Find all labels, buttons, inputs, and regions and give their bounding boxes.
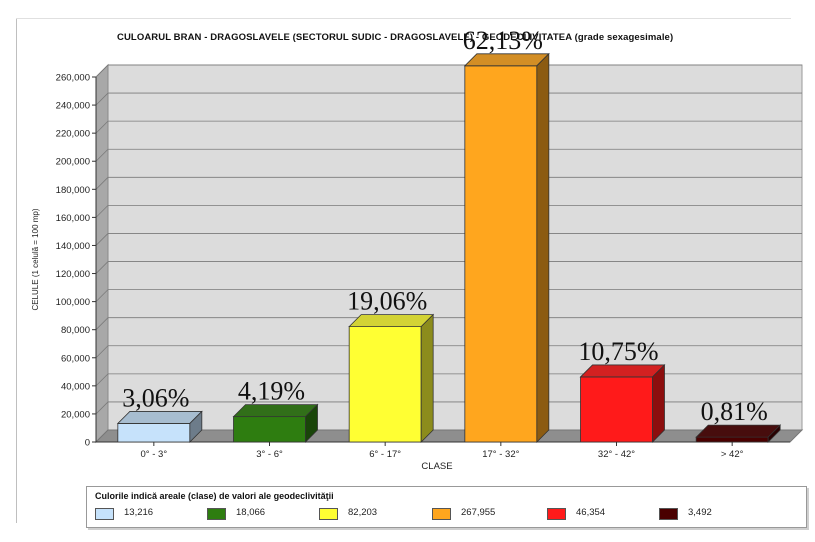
gridline-side xyxy=(95,317,109,330)
y-tick-label: 180,000 xyxy=(56,185,90,196)
legend-swatch xyxy=(319,508,338,520)
legend-value: 18,066 xyxy=(236,507,266,518)
x-tick-label: 32° - 42° xyxy=(598,449,635,460)
x-tick-label: 0° - 3° xyxy=(141,449,168,460)
legend-swatch xyxy=(547,508,566,520)
gridline-side xyxy=(95,289,109,302)
legend-swatch xyxy=(432,508,451,520)
frame-border-left xyxy=(16,18,17,523)
y-tick-label: 240,000 xyxy=(56,101,90,112)
bar-percent-label: 0,81% xyxy=(701,397,768,426)
bar-top xyxy=(463,53,550,67)
bar-percent-label: 10,75% xyxy=(578,337,658,366)
bar-percent-label: 3,06% xyxy=(122,383,189,412)
y-tick-label: 80,000 xyxy=(61,325,90,336)
bar-top xyxy=(695,424,782,438)
chart-back-wall xyxy=(107,64,803,431)
gridline-side xyxy=(95,345,109,359)
x-tick-label: 3° - 6° xyxy=(256,449,283,460)
y-tick-label: 200,000 xyxy=(56,157,90,168)
legend-value: 82,203 xyxy=(348,507,378,518)
legend-swatch xyxy=(207,508,226,520)
y-tick-label: 60,000 xyxy=(61,353,90,364)
legend: Culorile indică areale (clase) de valori… xyxy=(86,486,807,528)
y-tick-label: 40,000 xyxy=(61,381,90,392)
gridline-side xyxy=(95,177,109,190)
bar-chart: 0 20,000 40,000 60,000 80,000 100,000 120,000 1… xyxy=(31,26,804,472)
y-tick-label: 100,000 xyxy=(56,297,90,308)
bar-top xyxy=(348,314,435,327)
gridline-side xyxy=(95,120,109,134)
bar xyxy=(580,376,653,443)
gridline-side xyxy=(95,92,109,106)
y-axis-label: CELULE (1 celulă = 100 mp) xyxy=(31,208,40,310)
bar xyxy=(233,416,306,443)
bar-side xyxy=(305,403,318,443)
bar-percent-label: 4,19% xyxy=(238,377,305,406)
bar-side xyxy=(652,363,665,443)
bar xyxy=(348,326,422,443)
y-tick-label: 20,000 xyxy=(61,409,90,420)
bar xyxy=(464,65,538,443)
y-tick-label: 0 xyxy=(85,438,90,449)
bar-percent-label: 62,13% xyxy=(463,26,543,55)
bar-top xyxy=(116,411,203,424)
y-tick-label: 140,000 xyxy=(56,241,90,252)
legend-value: 13,216 xyxy=(124,507,154,518)
gridline-side xyxy=(95,205,109,218)
gridline-side xyxy=(95,64,109,78)
gridline-side xyxy=(95,233,109,246)
y-tick-label: 120,000 xyxy=(56,269,90,280)
bar-side xyxy=(189,410,203,443)
bar-top xyxy=(579,364,666,378)
y-tick-label: 160,000 xyxy=(56,213,90,224)
legend-value: 267,955 xyxy=(461,507,496,518)
gridline-side xyxy=(95,401,109,415)
legend-value: 46,354 xyxy=(576,507,606,518)
chart-side-wall xyxy=(95,63,109,444)
x-axis-label: CLASE xyxy=(421,461,452,472)
bar xyxy=(695,436,769,443)
legend-value: 3,492 xyxy=(688,507,712,518)
bar-side xyxy=(767,424,781,443)
bar-top xyxy=(232,404,319,418)
legend-swatch xyxy=(659,508,678,520)
bar xyxy=(117,423,191,443)
bar-percent-label: 19,06% xyxy=(347,287,427,316)
y-tick-label: 220,000 xyxy=(56,129,90,140)
gridline-side xyxy=(95,373,109,387)
bar-side xyxy=(420,313,434,443)
bar-side xyxy=(536,52,550,443)
x-tick-label: > 42° xyxy=(721,449,744,460)
chart-title: CULOARUL BRAN - DRAGOSLAVELE (SECTORUL S… xyxy=(117,32,674,43)
x-tick-label: 6° - 17° xyxy=(369,449,401,460)
frame-border-top xyxy=(16,18,791,19)
x-tick-label: 17° - 32° xyxy=(482,449,519,460)
legend-title: Culorile indică areale (clase) de valori… xyxy=(95,491,334,501)
y-tick-label: 260,000 xyxy=(56,73,90,84)
legend-swatch xyxy=(95,508,114,520)
gridline-side xyxy=(95,148,109,162)
gridline-side xyxy=(95,261,109,274)
